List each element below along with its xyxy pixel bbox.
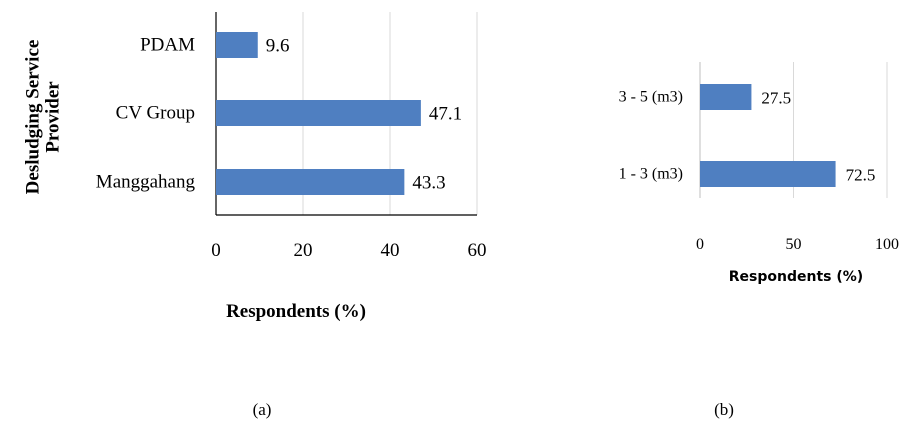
- bar-a-2: [216, 169, 405, 195]
- data-label-b-1: 72.5: [846, 166, 876, 185]
- x-tick-label-b-0: 0: [696, 236, 704, 253]
- x-tick-label-a-3: 60: [468, 240, 487, 261]
- x-tick-label-a-2: 40: [381, 240, 400, 261]
- x-tick-label-b-2: 100: [875, 236, 899, 253]
- x-axis-title-a: Respondents (%): [226, 301, 366, 322]
- category-label-b-1: 1 - 3 (m3): [619, 166, 683, 183]
- category-label-b-0: 3 - 5 (m3): [619, 89, 683, 106]
- chart-a: PDAM 9.6 CV Group 47.1 Manggahang 43.3 0 20 40 60…: [23, 12, 487, 419]
- panel-caption-a: (a): [253, 400, 272, 419]
- bar-a-0: [216, 32, 258, 58]
- bar-b-1: [700, 161, 836, 187]
- data-label-a-0: 9.6: [266, 36, 290, 57]
- data-label-a-1: 47.1: [429, 104, 462, 125]
- x-tick-label-a-1: 20: [294, 240, 313, 261]
- panel-caption-b: (b): [714, 400, 734, 419]
- x-axis-title-b: Respondents (%): [729, 269, 863, 285]
- y-axis-title-a: Desludging ServiceProvider: [23, 40, 64, 195]
- chart-b: 3 - 5 (m3) 27.5 1 - 3 (m3) 72.5 0 50 100 Respon…: [619, 62, 899, 419]
- category-label-a-0: PDAM: [140, 35, 195, 56]
- bar-b-0: [700, 84, 752, 110]
- category-label-a-2: Manggahang: [96, 172, 196, 193]
- x-tick-label-b-1: 50: [786, 236, 802, 253]
- bar-a-1: [216, 100, 421, 126]
- data-label-b-0: 27.5: [761, 89, 791, 108]
- data-label-a-2: 43.3: [412, 173, 445, 194]
- x-tick-label-a-0: 0: [211, 240, 221, 261]
- category-label-a-1: CV Group: [116, 103, 195, 124]
